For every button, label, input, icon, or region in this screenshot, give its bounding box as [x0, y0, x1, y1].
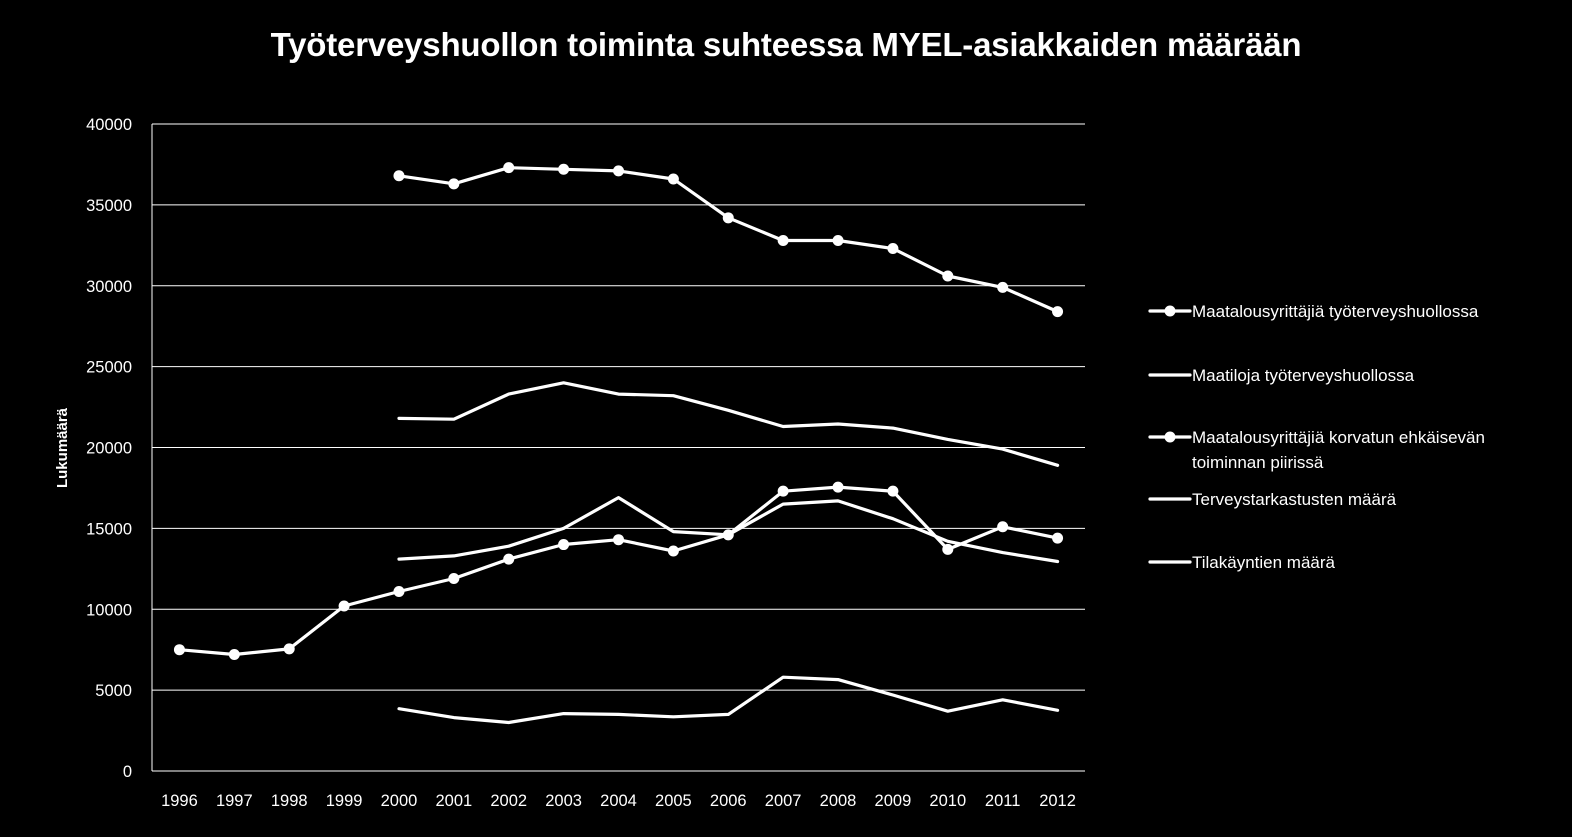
x-tick-label: 1999 [326, 792, 363, 810]
data-point [393, 585, 405, 597]
x-tick-label: 2008 [820, 792, 857, 810]
data-point [338, 600, 350, 612]
x-tick-label: 2006 [710, 792, 747, 810]
x-tick-label: 2002 [490, 792, 527, 810]
series-line [177, 485, 1060, 657]
x-tick-label: 1996 [161, 792, 198, 810]
series-1 [393, 162, 1064, 318]
series-2 [397, 381, 1060, 467]
series-line [397, 381, 1060, 467]
y-axis-title: Lukumäärä [54, 407, 71, 488]
legend: Maatalousyrittäjiä työterveyshuollossa Ma… [1148, 302, 1485, 572]
y-tick-label: 30000 [86, 278, 132, 296]
y-tick-label: 35000 [86, 197, 132, 215]
data-point [997, 521, 1009, 533]
data-point [887, 243, 899, 255]
data-point [448, 573, 460, 585]
data-point [503, 553, 515, 565]
data-point [503, 162, 515, 174]
series-line [397, 496, 1060, 564]
legend-label: toiminnan piirissä [1192, 453, 1324, 472]
data-point [448, 178, 460, 190]
legend-entry: Maatiloja työterveyshuollossa [1148, 366, 1415, 385]
legend-entry: Maatalousyrittäjiä korvatun ehkäisevän to… [1148, 428, 1485, 472]
legend-entry: Maatalousyrittäjiä työterveyshuollossa [1148, 302, 1479, 321]
x-tick-label: 2004 [600, 792, 637, 810]
x-tick-label: 1998 [271, 792, 308, 810]
series-line [397, 675, 1060, 725]
y-tick-label: 40000 [86, 116, 132, 134]
legend-marker [1164, 431, 1176, 443]
data-point [942, 543, 954, 555]
legend-label: Terveystarkastusten määrä [1192, 490, 1397, 509]
series-lines [173, 162, 1064, 725]
data-point [228, 649, 240, 661]
x-tick-label: 2001 [435, 792, 472, 810]
data-point [667, 173, 679, 185]
y-tick-label: 5000 [95, 682, 132, 700]
x-tick-label: 2010 [929, 792, 966, 810]
data-point [1052, 532, 1064, 544]
chart-title: Työterveyshuollon toiminta suhteessa MYE… [270, 26, 1302, 63]
legend-label: Maatalousyrittäjiä korvatun ehkäisevän [1192, 428, 1485, 447]
data-point [558, 163, 570, 175]
y-tick-label: 20000 [86, 440, 132, 458]
series-line [397, 166, 1060, 314]
data-point [777, 234, 789, 246]
gridlines [152, 123, 1085, 691]
series-4 [397, 496, 1060, 564]
y-tick-label: 25000 [86, 359, 132, 377]
legend-entry: Terveystarkastusten määrä [1148, 490, 1397, 509]
x-tick-label: 2007 [765, 792, 802, 810]
data-point [613, 534, 624, 546]
legend-label: Tilakäyntien määrä [1192, 553, 1336, 572]
data-point [393, 170, 405, 182]
x-tick-label: 2005 [655, 792, 692, 810]
data-point [283, 643, 295, 655]
data-point [173, 644, 185, 656]
x-tick-label: 2003 [545, 792, 582, 810]
data-point [832, 234, 844, 246]
series-5 [397, 675, 1060, 725]
axes: 0 5000 10000 15000 20000 25000 30000 35000 40000… [86, 116, 1085, 810]
data-point [722, 212, 734, 224]
x-tick-label: 1997 [216, 792, 253, 810]
y-tick-label: 15000 [86, 520, 132, 538]
data-point [667, 545, 679, 557]
data-point [942, 270, 954, 282]
data-point [832, 481, 844, 493]
data-point [1052, 306, 1064, 318]
data-point [997, 281, 1009, 293]
x-tick-label: 2012 [1039, 792, 1076, 810]
series-3 [173, 481, 1064, 661]
data-point [613, 165, 624, 177]
data-point [887, 485, 899, 497]
legend-label: Maatalousyrittäjiä työterveyshuollossa [1192, 302, 1479, 321]
x-tick-label: 2009 [875, 792, 912, 810]
data-point [777, 485, 789, 497]
legend-label: Maatiloja työterveyshuollossa [1192, 366, 1415, 385]
legend-entry: Tilakäyntien määrä [1148, 553, 1336, 572]
legend-marker [1164, 305, 1176, 317]
y-tick-label: 0 [123, 763, 132, 781]
x-tick-label: 2000 [381, 792, 418, 810]
data-point [558, 539, 570, 551]
x-tick-label: 2011 [985, 792, 1020, 810]
y-tick-label: 10000 [86, 601, 132, 619]
